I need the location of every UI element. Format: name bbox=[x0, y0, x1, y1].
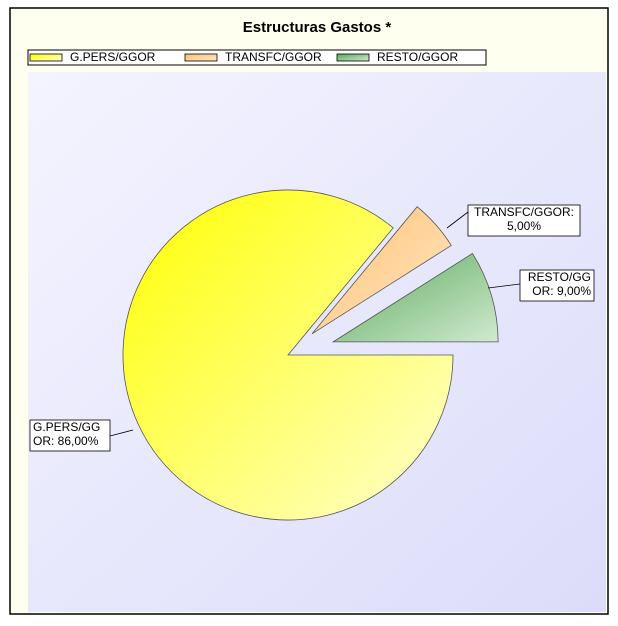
legend-label: RESTO/GGOR bbox=[377, 50, 458, 64]
data-label: TRANSFC/GGOR: bbox=[474, 205, 574, 219]
leader-line bbox=[487, 283, 521, 289]
legend-swatch bbox=[184, 53, 218, 62]
label-box bbox=[467, 204, 581, 237]
pie-slice bbox=[311, 206, 452, 335]
legend-swatch bbox=[29, 53, 63, 62]
plot-area bbox=[28, 72, 606, 612]
data-label: G.PERS/GG bbox=[33, 420, 100, 434]
pie-slice bbox=[122, 189, 454, 521]
data-label: OR: 86,00% bbox=[33, 434, 99, 448]
leader-line bbox=[109, 429, 134, 437]
leader-line bbox=[446, 211, 469, 229]
data-label: 5,00% bbox=[507, 219, 541, 233]
chart-title: Estructuras Gastos * bbox=[243, 19, 392, 36]
legend-label: G.PERS/GGOR bbox=[70, 50, 156, 64]
data-label: RESTO/GG bbox=[528, 270, 591, 284]
pie-slice bbox=[331, 252, 499, 343]
legend-label: TRANSFC/GGOR bbox=[225, 50, 322, 64]
legend-swatch bbox=[336, 53, 370, 62]
label-box bbox=[519, 269, 595, 302]
legend-box bbox=[27, 49, 487, 66]
label-box bbox=[29, 419, 111, 452]
data-label: OR: 9,00% bbox=[532, 284, 591, 298]
